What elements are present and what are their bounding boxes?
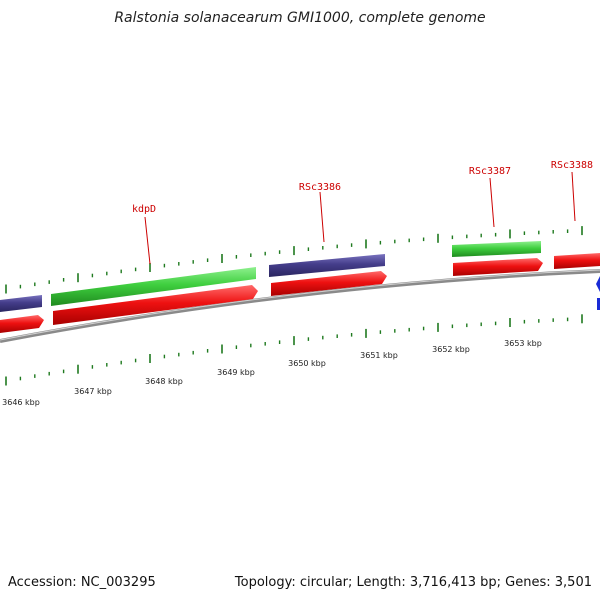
genome-backbone	[0, 269, 600, 343]
feature-track-forward	[0, 253, 600, 333]
gene-label-kdpD[interactable]: kdpD	[132, 204, 156, 215]
outer-tick-ring	[5, 226, 583, 294]
scale-label: 3653 kbp	[504, 339, 542, 348]
scale-label: 3646 kbp	[2, 398, 40, 407]
gene-arrow-RSc3387[interactable]	[453, 258, 543, 276]
gene-labels: kdpD RSc3386 RSc3387 RSc3388	[132, 160, 593, 265]
scale-label: 3651 kbp	[360, 351, 398, 360]
scale-label: 3647 kbp	[74, 387, 112, 396]
gene-label-RSc3387[interactable]: RSc3387	[469, 166, 511, 177]
gene-arrow[interactable]	[0, 315, 44, 333]
feature-track-upper	[0, 241, 541, 312]
gene-block-purple[interactable]	[0, 295, 42, 312]
gene-label-RSc3388[interactable]: RSc3388	[551, 160, 593, 171]
scale-labels: 3646 kbp 3647 kbp 3648 kbp 3649 kbp 3650…	[2, 339, 542, 407]
genome-backbone-highlight	[0, 269, 600, 341]
leader-line-RSc3388	[571, 171, 576, 222]
gene-block-green-RSc3387[interactable]	[452, 241, 541, 257]
leader-line-kdpD	[144, 216, 151, 265]
gene-arrow-RSc3388[interactable]	[554, 253, 600, 269]
gene-arrow-kdpD[interactable]	[53, 285, 258, 325]
gene-arrow-RSc3386[interactable]	[271, 271, 387, 296]
scale-label: 3648 kbp	[145, 377, 183, 386]
genome-summary-text: Topology: circular; Length: 3,716,413 bp…	[234, 575, 592, 590]
gene-block-green-kdpD[interactable]	[51, 267, 256, 306]
gene-label-RSc3386[interactable]: RSc3386	[299, 182, 341, 193]
accession-text: Accession: NC_003295	[8, 575, 156, 590]
scale-label: 3650 kbp	[288, 359, 326, 368]
gene-block-purple-RSc3386[interactable]	[269, 254, 385, 277]
map-title: Ralstonia solanacearum GMI1000, complete…	[114, 10, 485, 26]
leader-line-RSc3386	[319, 191, 325, 243]
scale-label: 3652 kbp	[432, 345, 470, 354]
blue-feature-marker[interactable]	[596, 276, 600, 310]
scale-label: 3649 kbp	[217, 368, 255, 377]
inner-tick-ring	[5, 314, 583, 386]
leader-line-RSc3387	[489, 177, 495, 228]
